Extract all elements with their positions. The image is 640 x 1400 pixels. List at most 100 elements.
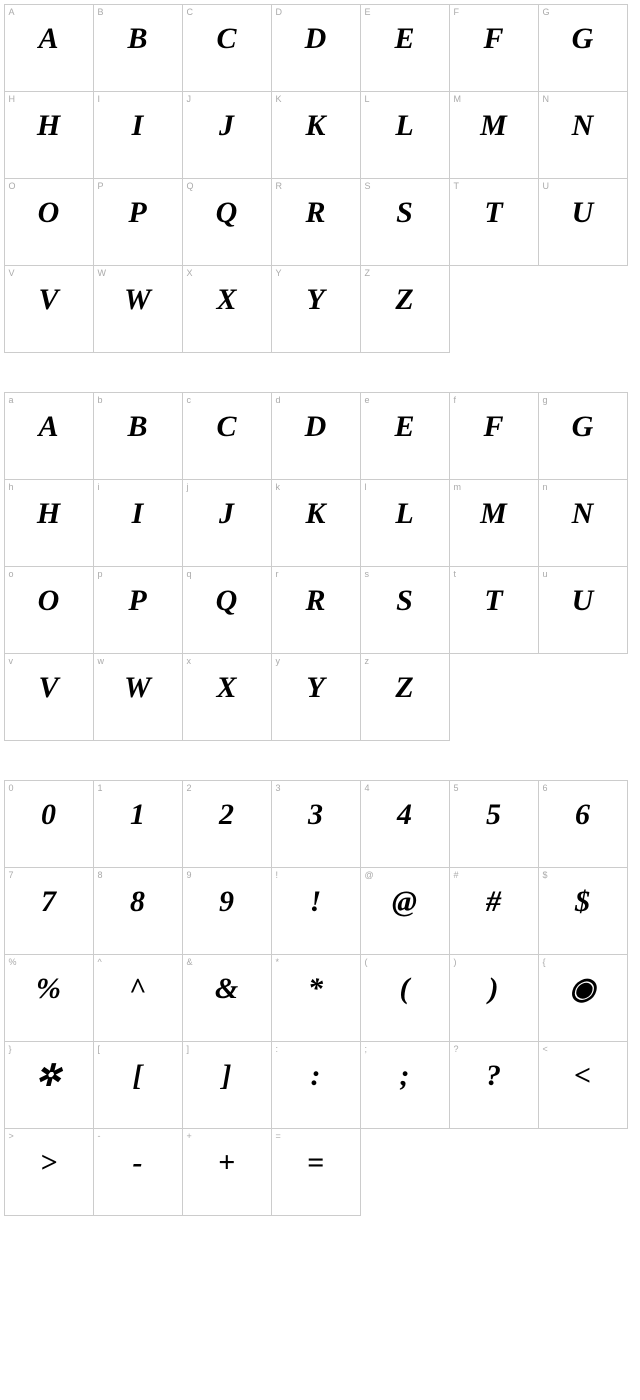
glyph-cell: AA (4, 4, 94, 92)
glyph-cell: 99 (182, 867, 272, 955)
cell-label: P (98, 181, 104, 191)
cell-glyph: ( (400, 972, 410, 1006)
section-uppercase: AABBCCDDEEFFGGHHIIJJKKLLMMNNOOPPQQRRSSTT… (4, 4, 636, 352)
cell-glyph: I (132, 497, 144, 531)
glyph-cell: JJ (182, 91, 272, 179)
cell-label: $ (543, 870, 548, 880)
cell-label: ) (454, 957, 457, 967)
glyph-cell: QQ (182, 178, 272, 266)
cell-label: C (187, 7, 194, 17)
glyph-cell: RR (271, 178, 361, 266)
cell-glyph: A (38, 410, 58, 444)
cell-label: - (98, 1131, 101, 1141)
glyph-cell: ZZ (360, 265, 450, 353)
cell-glyph: 2 (219, 798, 234, 832)
glyph-cell: iI (93, 479, 183, 567)
cell-label: ? (454, 1044, 459, 1054)
glyph-cell: wW (93, 653, 183, 741)
glyph-cell: MM (449, 91, 539, 179)
cell-label: # (454, 870, 459, 880)
glyph-cell: kK (271, 479, 361, 567)
glyph-cell: -- (93, 1128, 183, 1216)
glyph-cell: )) (449, 954, 539, 1042)
cell-glyph: N (572, 497, 594, 531)
cell-label: j (187, 482, 189, 492)
glyph-cell: == (271, 1128, 361, 1216)
cell-glyph: X (216, 283, 236, 317)
glyph-cell: GG (538, 4, 628, 92)
cell-glyph: = (307, 1146, 324, 1180)
cell-label: a (9, 395, 14, 405)
cell-glyph: T (484, 584, 502, 618)
glyph-cell: BB (93, 4, 183, 92)
cell-label: 0 (9, 783, 14, 793)
glyph-cell: FF (449, 4, 539, 92)
glyph-cell: {◉ (538, 954, 628, 1042)
cell-glyph: ^ (129, 972, 146, 1006)
cell-glyph: ; (400, 1059, 410, 1093)
cell-label: > (9, 1131, 14, 1141)
cell-glyph: 8 (130, 885, 145, 919)
glyph-cell: >> (4, 1128, 94, 1216)
cell-label: u (543, 569, 548, 579)
glyph-cell: uU (538, 566, 628, 654)
cell-glyph: > (40, 1146, 57, 1180)
cell-label: 3 (276, 783, 281, 793)
glyph-cell: KK (271, 91, 361, 179)
cell-label: i (98, 482, 100, 492)
glyph-cell: 66 (538, 780, 628, 868)
cell-label: % (9, 957, 17, 967)
cell-glyph: D (305, 22, 327, 56)
glyph-cell: :: (271, 1041, 361, 1129)
cell-glyph: 9 (219, 885, 234, 919)
cell-glyph: * (308, 972, 323, 1006)
cell-glyph: K (305, 109, 325, 143)
glyph-cell: WW (93, 265, 183, 353)
cell-glyph: M (480, 109, 507, 143)
cell-label: S (365, 181, 371, 191)
cell-label: D (276, 7, 283, 17)
glyph-cell: VV (4, 265, 94, 353)
cell-glyph: ] (222, 1059, 232, 1093)
glyph-cell: TT (449, 178, 539, 266)
cell-glyph: H (37, 497, 60, 531)
cell-label: O (9, 181, 16, 191)
glyph-grid: AABBCCDDEEFFGGHHIIJJKKLLMMNNOOPPQQRRSSTT… (4, 4, 634, 352)
cell-label: } (9, 1044, 12, 1054)
cell-label: J (187, 94, 192, 104)
cell-glyph: G (572, 410, 594, 444)
cell-label: A (9, 7, 15, 17)
cell-label: X (187, 268, 193, 278)
glyph-cell: ++ (182, 1128, 272, 1216)
cell-label: w (98, 656, 105, 666)
glyph-cell: SS (360, 178, 450, 266)
glyph-cell: YY (271, 265, 361, 353)
cell-label: Z (365, 268, 371, 278)
glyph-cell: 33 (271, 780, 361, 868)
glyph-cell: !! (271, 867, 361, 955)
cell-label: m (454, 482, 462, 492)
glyph-cell: ?? (449, 1041, 539, 1129)
cell-label: z (365, 656, 370, 666)
cell-glyph: Z (395, 283, 413, 317)
glyph-cell: dD (271, 392, 361, 480)
cell-glyph: J (219, 109, 234, 143)
glyph-cell: xX (182, 653, 272, 741)
cell-glyph: R (305, 196, 325, 230)
glyph-cell: gG (538, 392, 628, 480)
cell-label: 2 (187, 783, 192, 793)
glyph-cell: 11 (93, 780, 183, 868)
cell-glyph: 7 (41, 885, 56, 919)
glyph-cell: qQ (182, 566, 272, 654)
cell-glyph: E (394, 410, 414, 444)
cell-label: d (276, 395, 281, 405)
glyph-cell: 77 (4, 867, 94, 955)
cell-label: @ (365, 870, 374, 880)
glyph-cell: oO (4, 566, 94, 654)
cell-label: K (276, 94, 282, 104)
section-numbers_symbols: 00112233445566778899!!@@##$$%%^^&&**(())… (4, 780, 636, 1215)
cell-glyph: 5 (486, 798, 501, 832)
glyph-cell: cC (182, 392, 272, 480)
glyph-cell: jJ (182, 479, 272, 567)
cell-label: v (9, 656, 14, 666)
